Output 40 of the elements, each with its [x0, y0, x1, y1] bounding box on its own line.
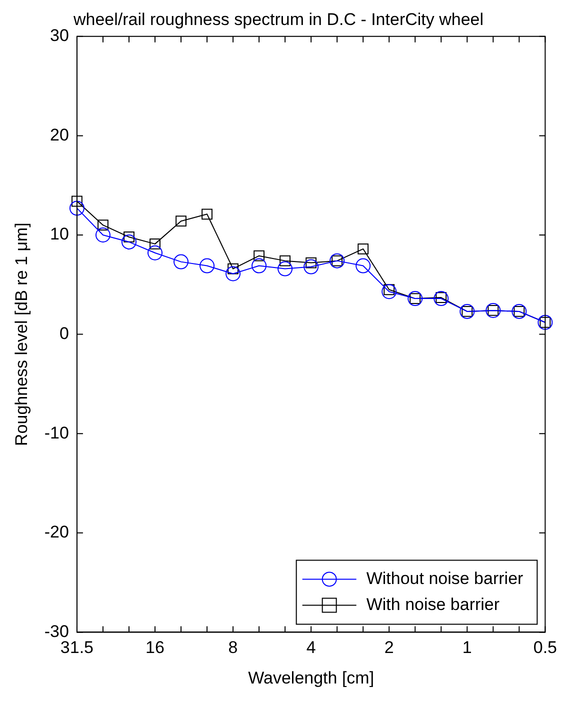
chart-title: wheel/rail roughness spectrum in D.C - InterCity wheel	[72, 10, 484, 29]
y-tick-label: 20	[50, 125, 69, 144]
y-tick-label: 10	[50, 224, 69, 244]
x-axis-title: Wavelength [cm]	[248, 668, 374, 688]
point	[226, 266, 241, 282]
x-tick-label: 8	[228, 638, 238, 658]
point	[252, 258, 267, 274]
point	[304, 259, 319, 274]
point	[382, 284, 397, 300]
point	[95, 228, 110, 242]
y-tick-label: 30	[50, 26, 69, 46]
point	[356, 258, 371, 274]
x-tick-label: 31.5	[60, 638, 94, 658]
point	[148, 245, 163, 260]
y-tick-label: 0	[60, 324, 69, 343]
point	[280, 255, 291, 266]
point	[72, 196, 82, 207]
point	[69, 200, 84, 216]
point	[121, 234, 136, 250]
legend-label: With noise barrier	[366, 594, 500, 614]
point	[150, 238, 160, 250]
point	[202, 208, 212, 220]
point	[176, 216, 186, 227]
y-tick-label: -10	[44, 423, 69, 442]
x-tick-label: 16	[146, 638, 164, 658]
x-tick-label: 4	[306, 638, 316, 658]
x-tick-label: 2	[384, 638, 394, 658]
point	[200, 258, 215, 274]
y-axis-title: Roughness level [dB re 1 μm]	[12, 222, 31, 446]
x-tick-label: 0.5	[533, 638, 558, 658]
point	[254, 250, 265, 262]
legend-label: Without noise barrier	[366, 568, 524, 588]
point	[358, 243, 369, 254]
point	[98, 220, 108, 231]
y-tick-label: -20	[44, 522, 69, 542]
point	[174, 254, 189, 270]
y-tick-label: -30	[44, 622, 69, 641]
x-tick-label: 1	[462, 638, 472, 658]
point	[278, 261, 293, 276]
point	[434, 291, 449, 306]
